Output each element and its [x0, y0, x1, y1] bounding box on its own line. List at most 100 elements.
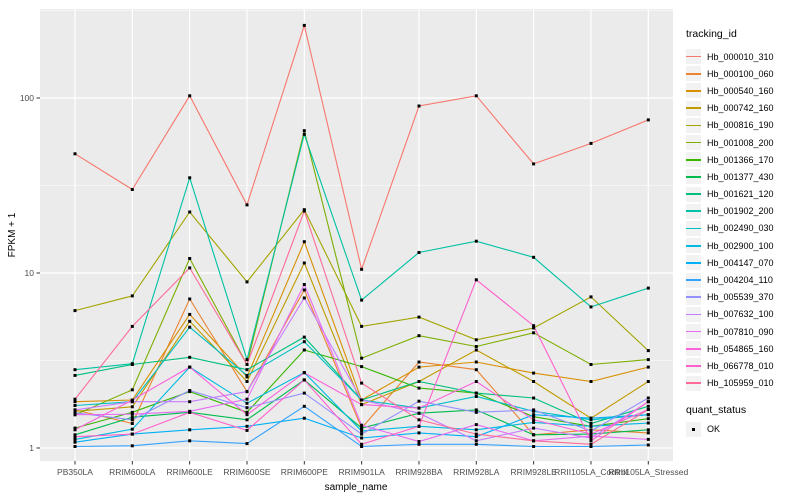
- data-point: [245, 390, 249, 394]
- legend-item-label: Hb_054865_160: [707, 343, 774, 354]
- data-point: [130, 418, 134, 422]
- legend-key-line: [686, 90, 701, 92]
- data-point: [646, 380, 650, 383]
- legend-key-box: [686, 83, 701, 99]
- data-point: [532, 418, 536, 422]
- data-point: [188, 319, 192, 323]
- x-tick-label: RRIM928LE: [510, 467, 557, 477]
- data-point: [417, 104, 421, 108]
- legend-key-line: [686, 262, 701, 264]
- data-point: [474, 239, 478, 243]
- data-point: [302, 209, 306, 213]
- legend-key-line: [686, 193, 701, 195]
- data-point: [360, 324, 364, 328]
- data-point: [188, 94, 192, 98]
- data-point: [130, 405, 134, 409]
- data-point: [188, 355, 192, 359]
- data-point: [245, 424, 249, 428]
- data-point: [532, 396, 536, 400]
- legend-key-box: [686, 220, 701, 236]
- legend-item-label: Hb_001902_200: [707, 206, 774, 217]
- data-point: [73, 437, 77, 441]
- data-point: [360, 381, 364, 385]
- legend-item-label: Hb_000742_160: [707, 103, 774, 114]
- data-point: [245, 203, 249, 207]
- legend-item-label: Hb_002490_030: [707, 223, 774, 234]
- data-point: [360, 442, 364, 446]
- data-point: [646, 417, 650, 421]
- data-point: [589, 432, 593, 436]
- legend-item: Hb_007810_090: [686, 323, 798, 340]
- data-point: [646, 286, 650, 290]
- data-point: [188, 266, 192, 270]
- data-point: [474, 391, 478, 395]
- data-point: [532, 255, 536, 259]
- data-point: [130, 362, 134, 366]
- y-tick-label: 10: [25, 268, 35, 278]
- data-point: [73, 445, 77, 448]
- legend-items: Hb_000010_310 Hb_000100_060 Hb_000540_160 H…: [686, 48, 798, 392]
- data-point: [73, 428, 77, 432]
- data-point: [646, 404, 650, 408]
- data-point: [417, 411, 421, 415]
- data-point: [589, 445, 593, 448]
- legend-key-line: [686, 365, 701, 367]
- data-point: [474, 442, 478, 446]
- data-point: [589, 380, 593, 383]
- data-point: [130, 432, 134, 436]
- data-point: [360, 365, 364, 369]
- data-point: [474, 345, 478, 348]
- legend-item: Hb_004147_070: [686, 254, 798, 271]
- data-point: [474, 432, 478, 436]
- data-point: [245, 442, 249, 446]
- data-point: [360, 426, 364, 430]
- data-point: [73, 368, 77, 372]
- legend-key-line: [686, 141, 701, 144]
- legend-key-line: [686, 107, 701, 110]
- data-point: [532, 439, 536, 443]
- legend-item-label: Hb_005539_370: [707, 292, 774, 303]
- legend-item-label: Hb_001377_430: [707, 171, 774, 182]
- data-point: [474, 338, 478, 342]
- data-point: [417, 386, 421, 390]
- data-point: [73, 440, 77, 444]
- legend-item: Hb_000010_310: [686, 48, 798, 65]
- data-point: [646, 365, 650, 369]
- data-point: [360, 436, 364, 440]
- data-point: [245, 418, 249, 422]
- legend-key-box: [686, 375, 701, 391]
- data-point: [589, 418, 593, 422]
- quant-status-items: OK: [686, 421, 798, 438]
- legend-item: Hb_002900_100: [686, 237, 798, 254]
- data-point: [302, 391, 306, 395]
- data-point: [646, 358, 650, 362]
- data-point: [73, 400, 77, 404]
- legend-key-line: [686, 176, 701, 178]
- legend-key-line: [686, 124, 701, 127]
- data-point: [417, 251, 421, 254]
- data-point: [532, 433, 536, 437]
- legend-item: Hb_001366_170: [686, 151, 798, 168]
- x-tick-label: RRIM600LA: [109, 467, 156, 477]
- data-point: [302, 261, 306, 265]
- legend-key-line: [686, 227, 701, 230]
- quant-status-label: OK: [707, 424, 721, 435]
- data-point: [302, 283, 306, 286]
- data-point: [130, 412, 134, 416]
- data-point: [589, 429, 593, 433]
- legend-item-label: Hb_007632_100: [707, 309, 774, 320]
- x-tick-label: RRII105LA_Control: [554, 467, 628, 477]
- data-point: [130, 444, 134, 448]
- data-point: [417, 442, 421, 446]
- legend-key-line: [686, 210, 701, 213]
- legend-item: Hb_054865_160: [686, 340, 798, 357]
- data-point: [474, 439, 478, 443]
- legend-key-box: [686, 152, 701, 168]
- legend-key-line: [686, 279, 701, 281]
- legend-item-label: Hb_000010_310: [707, 51, 774, 62]
- legend-item-label: Hb_105959_010: [707, 378, 774, 389]
- data-point: [245, 380, 249, 383]
- data-point: [474, 423, 478, 427]
- legend-item-label: Hb_066778_010: [707, 360, 774, 371]
